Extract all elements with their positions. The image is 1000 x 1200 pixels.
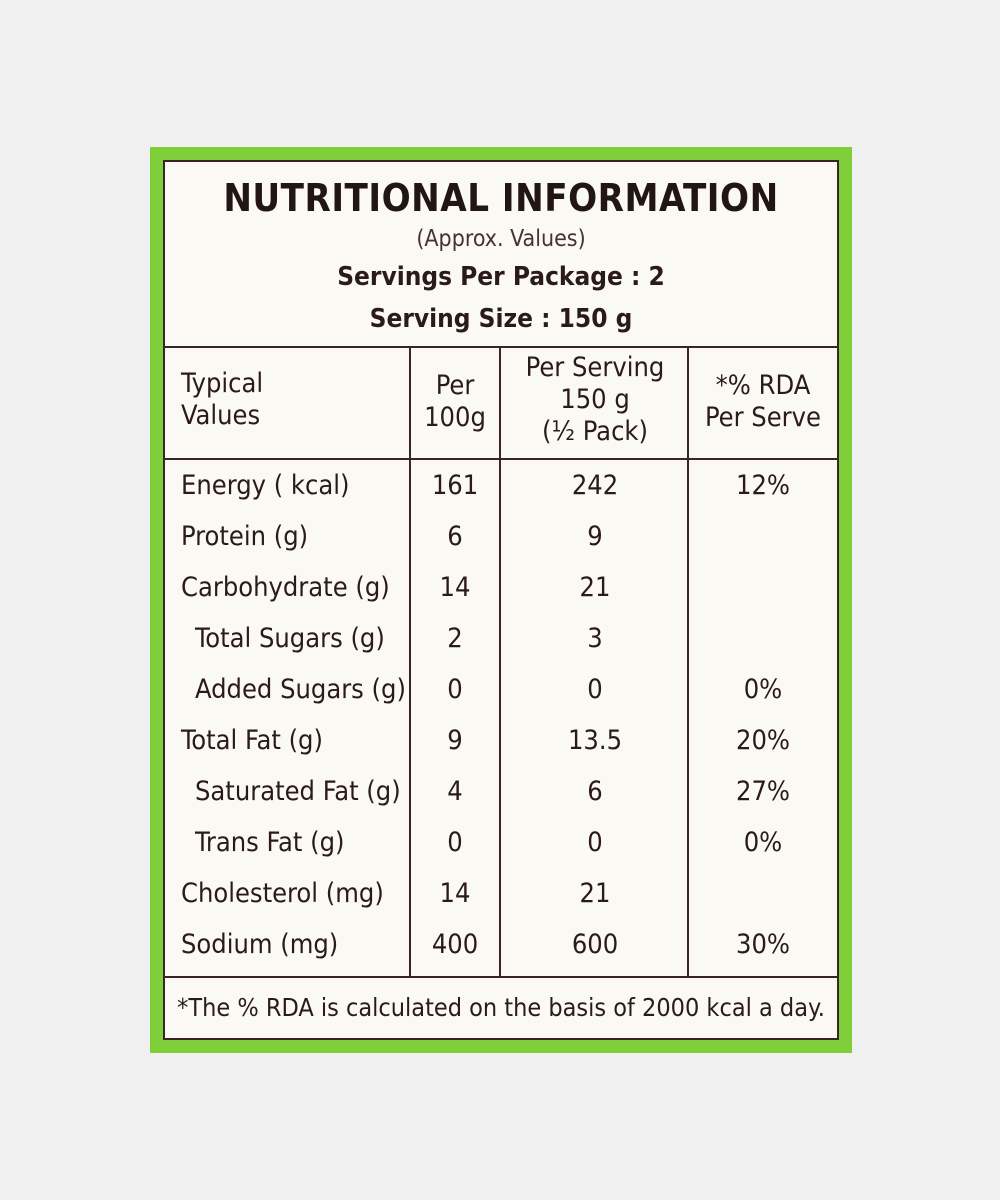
header-divider [165, 458, 837, 460]
value-per-serving: 9 [587, 521, 603, 552]
label-header: NUTRITIONAL INFORMATION (Approx. Values)… [165, 162, 837, 346]
table-row: Trans Fat (g) 0 0 0% [165, 817, 837, 868]
value-per-serving: 3 [587, 623, 603, 654]
nutrient-name: Added Sugars (g) [195, 674, 406, 705]
table-row: Protein (g) 6 9 [165, 511, 837, 562]
value-per-100g: 6 [447, 521, 463, 552]
nutrient-name: Cholesterol (mg) [181, 878, 384, 909]
value-per-100g: 0 [447, 674, 463, 705]
nutrition-label: NUTRITIONAL INFORMATION (Approx. Values)… [163, 160, 839, 1040]
nutrition-table: Typical Values Per 100g Per Serving 150 … [165, 346, 837, 978]
table-row: Carbohydrate (g) 14 21 [165, 562, 837, 613]
nutrient-name: Sodium (mg) [181, 929, 339, 960]
servings-per-package: Servings Per Package : 2 [337, 262, 665, 292]
value-rda: 20% [736, 725, 790, 756]
value-per-100g: 400 [431, 929, 479, 960]
column-divider [499, 348, 501, 976]
header-per-serving: Per Serving 150 g (½ Pack) [525, 352, 665, 447]
value-per-100g: 14 [439, 878, 471, 909]
value-per-serving: 0 [587, 827, 603, 858]
value-per-100g: 0 [447, 827, 463, 858]
value-rda: 12% [736, 470, 790, 501]
value-rda: 30% [736, 929, 790, 960]
value-per-serving: 242 [571, 470, 619, 501]
value-per-100g: 9 [447, 725, 463, 756]
column-divider [687, 348, 689, 976]
nutrient-name: Energy ( kcal) [181, 470, 350, 501]
label-title: NUTRITIONAL INFORMATION [223, 176, 779, 220]
label-subtitle: (Approx. Values) [416, 226, 586, 252]
value-rda: 0% [743, 827, 783, 858]
value-rda: 27% [736, 776, 790, 807]
header-typical-values: Typical Values [181, 368, 264, 431]
rda-footnote: *The % RDA is calculated on the basis of… [177, 993, 825, 1022]
table-row: Sodium (mg) 400 600 30% [165, 919, 837, 970]
value-per-100g: 161 [431, 470, 479, 501]
table-row: Total Fat (g) 9 13.5 20% [165, 715, 837, 766]
value-per-serving: 21 [579, 572, 611, 603]
value-per-serving: 0 [587, 674, 603, 705]
header-rda-per-serve: *% RDA Per Serve [704, 370, 821, 433]
column-divider [409, 348, 411, 976]
value-per-100g: 4 [447, 776, 463, 807]
nutrient-name: Carbohydrate (g) [181, 572, 390, 603]
nutrient-name: Protein (g) [181, 521, 309, 552]
table-row: Energy ( kcal) 161 242 12% [165, 460, 837, 511]
value-rda: 0% [743, 674, 783, 705]
table-row: Cholesterol (mg) 14 21 [165, 868, 837, 919]
value-per-serving: 21 [579, 878, 611, 909]
value-per-100g: 14 [439, 572, 471, 603]
nutrient-name: Total Sugars (g) [195, 623, 385, 654]
value-per-serving: 6 [587, 776, 603, 807]
header-per-100g: Per 100g [424, 370, 486, 433]
value-per-serving: 13.5 [567, 725, 623, 756]
table-row: Total Sugars (g) 2 3 [165, 613, 837, 664]
nutrient-name: Saturated Fat (g) [195, 776, 401, 807]
package-panel: NUTRITIONAL INFORMATION (Approx. Values)… [150, 147, 852, 1053]
nutrient-name: Trans Fat (g) [195, 827, 345, 858]
value-per-serving: 600 [571, 929, 619, 960]
table-row: Added Sugars (g) 0 0 0% [165, 664, 837, 715]
value-per-100g: 2 [447, 623, 463, 654]
nutrient-name: Total Fat (g) [181, 725, 323, 756]
serving-size: Serving Size : 150 g [369, 304, 633, 334]
table-row: Saturated Fat (g) 4 6 27% [165, 766, 837, 817]
